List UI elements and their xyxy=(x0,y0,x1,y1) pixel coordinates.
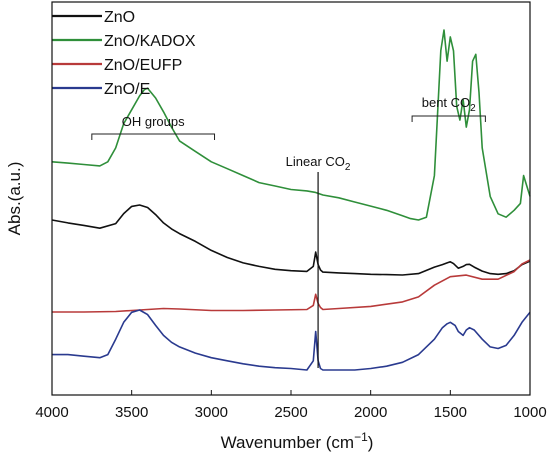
series-line-zno xyxy=(51,204,531,276)
x-axis-title: Wavenumber (cm−1) xyxy=(221,430,374,452)
x-tick-label: 2500 xyxy=(274,404,307,421)
legend-label-zno-kadox: ZnO/KADOX xyxy=(104,33,196,50)
y-axis-title: Abs.(a.u.) xyxy=(5,162,24,236)
linear-co2-label: Linear CO2 xyxy=(286,154,351,173)
series-layer xyxy=(51,29,531,371)
legend-label-zno-eufp: ZnO/EUFP xyxy=(104,57,182,74)
x-tick-label: 3500 xyxy=(115,404,148,421)
x-tick-label: 1500 xyxy=(434,404,467,421)
x-tick-label: 4000 xyxy=(35,404,68,421)
axes: 4000 3500 3000 2500 2000 1500 1000 Wavenumber (… xyxy=(5,1,547,452)
legend: ZnO ZnO/KADOX ZnO/EUFP ZnO/E xyxy=(52,9,196,98)
annotation-layer: OH groups bent CO2 Linear CO2 xyxy=(91,95,486,368)
bent-co2-bracket xyxy=(411,115,486,122)
series-line-zno-kadox xyxy=(51,29,531,221)
bent-co2-label: bent CO2 xyxy=(422,95,476,114)
legend-label-zno: ZnO xyxy=(104,9,135,26)
x-tick-label: 2000 xyxy=(354,404,387,421)
oh-groups-bracket xyxy=(91,133,216,140)
oh-groups-label: OH groups xyxy=(122,114,185,129)
x-tick-label: 1000 xyxy=(513,404,546,421)
series-line-zno-eufp xyxy=(52,259,531,313)
x-tick-label: 3000 xyxy=(195,404,228,421)
legend-label-zno-e: ZnO/E xyxy=(104,81,150,98)
series-line-zno-e xyxy=(52,309,531,371)
